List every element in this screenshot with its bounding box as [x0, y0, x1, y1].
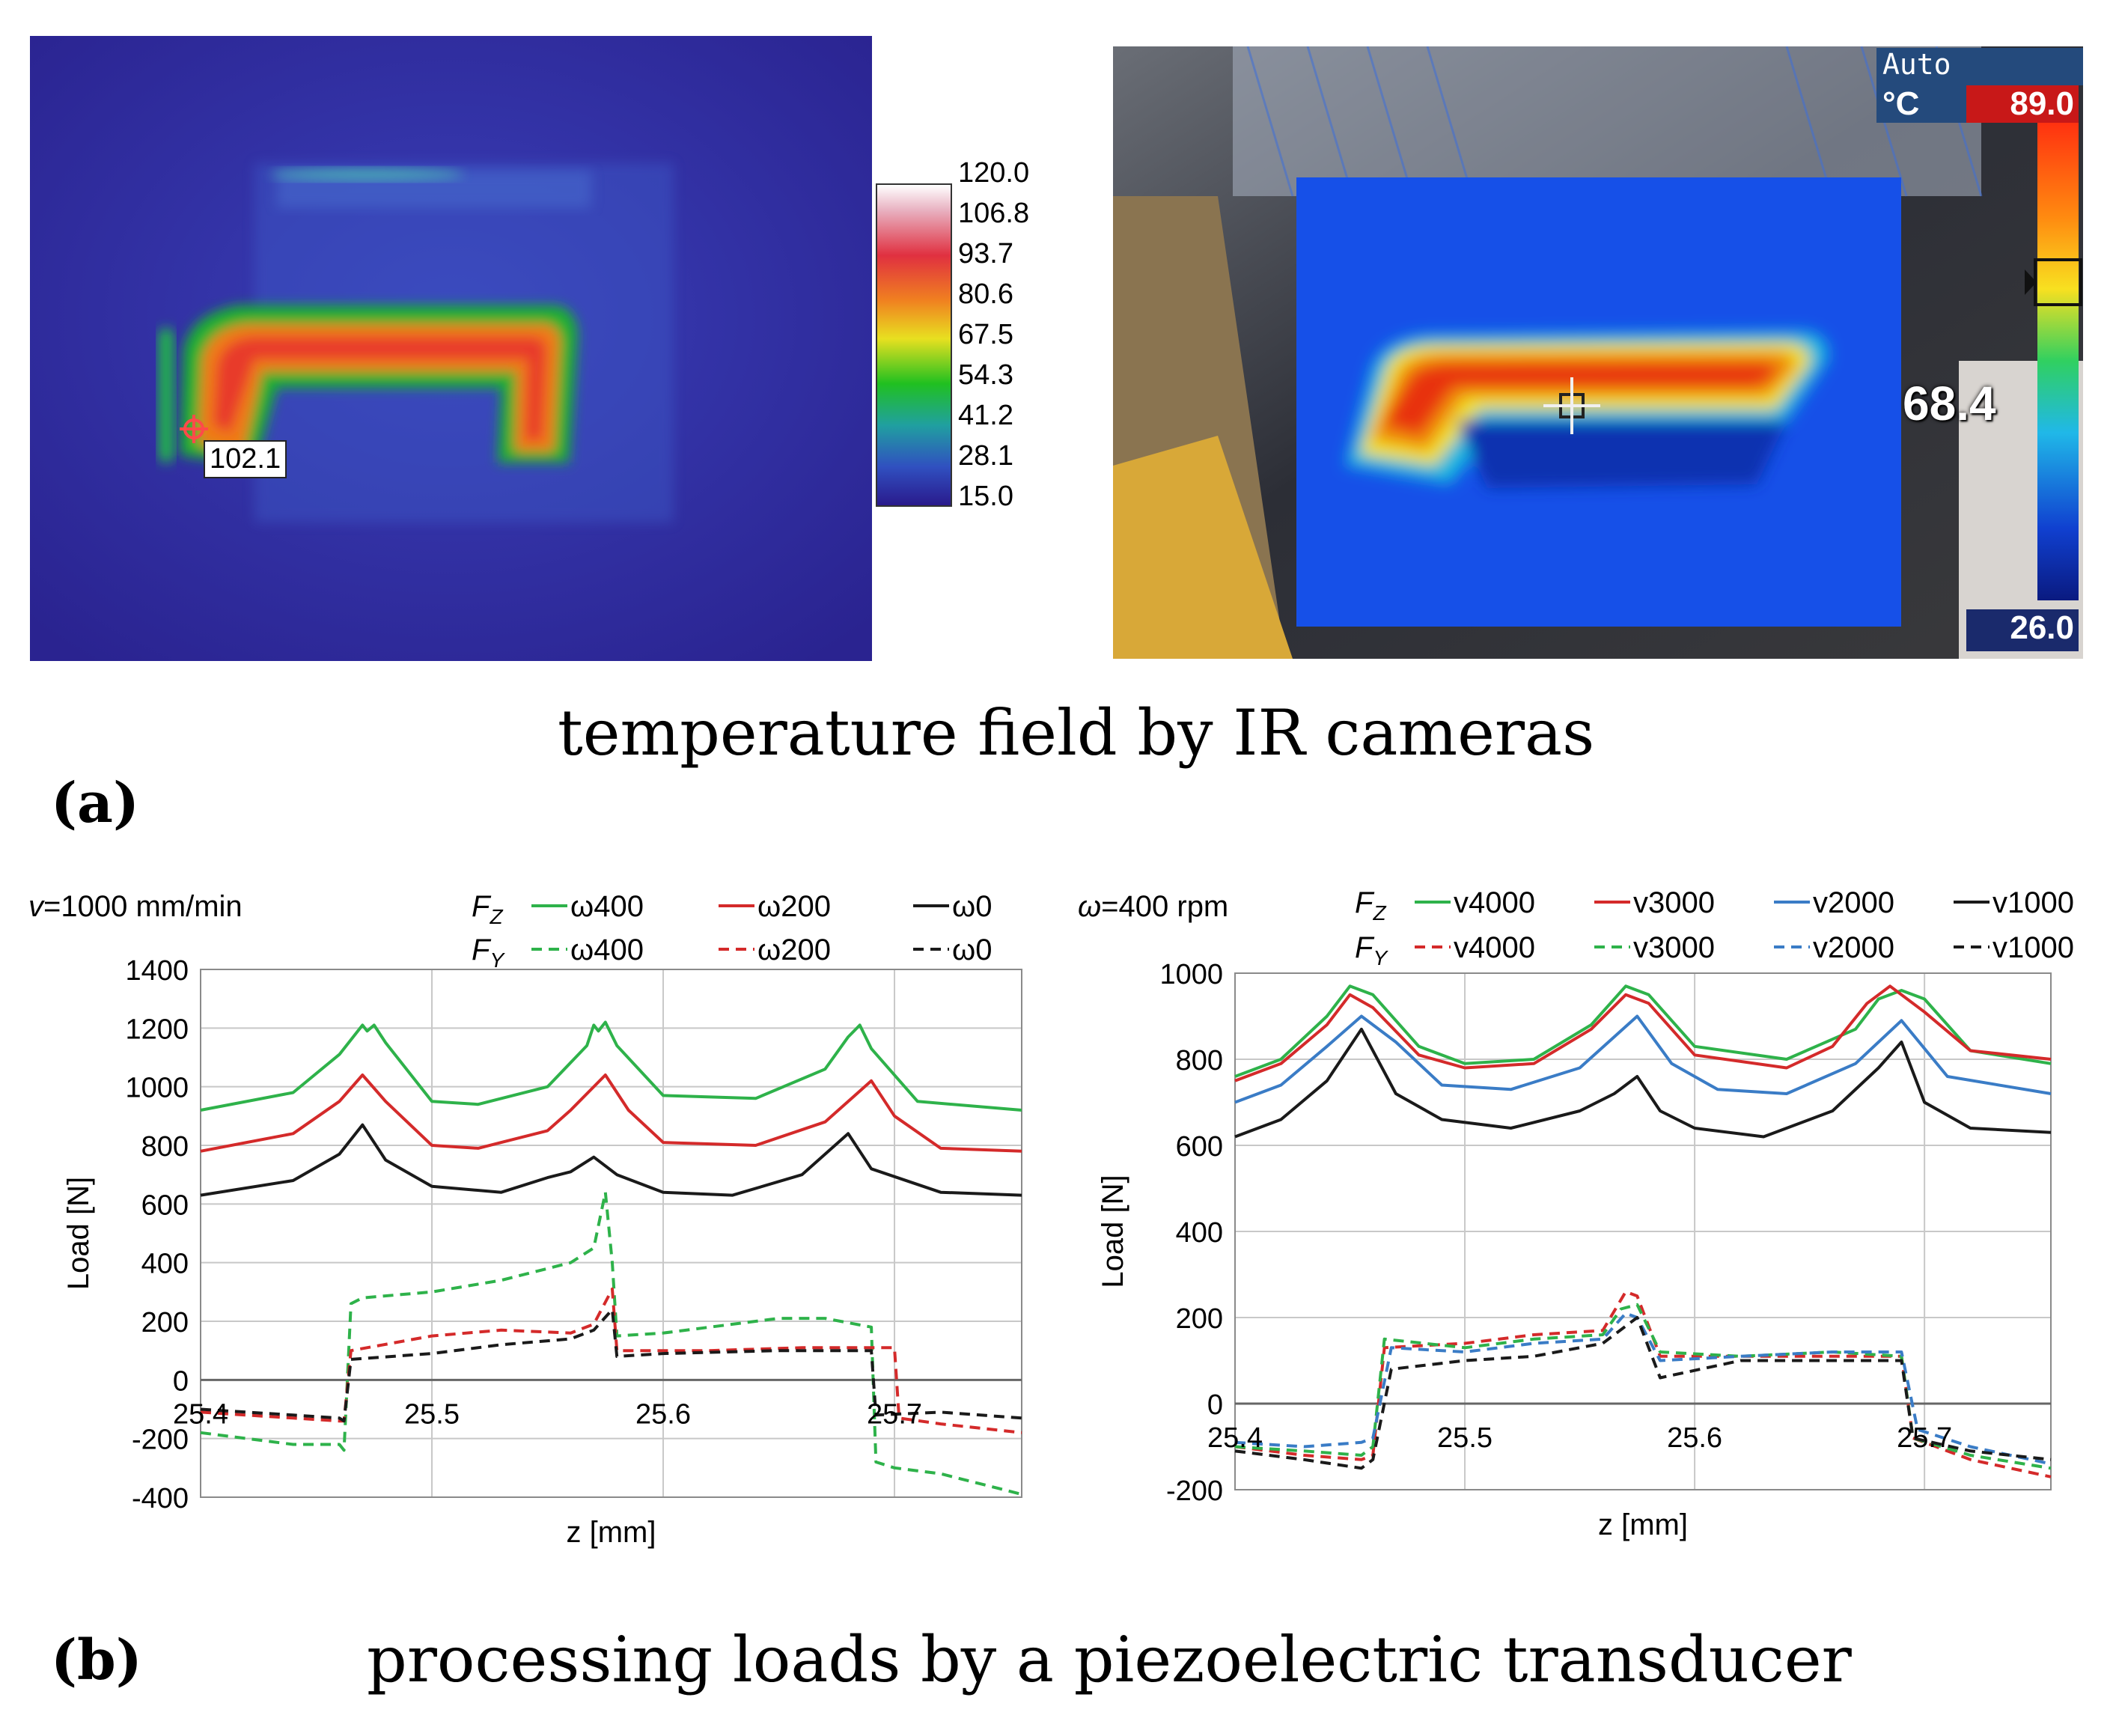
- ir-right-level-marker: [2025, 269, 2037, 295]
- x-tick-label: 25.6: [635, 1398, 691, 1430]
- legend-label: v4000: [1454, 931, 1535, 964]
- caption-a: temperature field by IR cameras: [558, 696, 1595, 770]
- x-tick-label: 25.7: [867, 1398, 922, 1430]
- legend-fy-symbol: FY: [1355, 931, 1388, 969]
- y-tick-label: 0: [1207, 1389, 1223, 1421]
- y-axis-label: Load [N]: [62, 1177, 95, 1290]
- ir-left-hot-part: [180, 305, 578, 466]
- ir-left-scale-labels: 120.0 106.8 93.7 80.6 67.5 54.3 41.2 28.1 15.0: [958, 157, 1078, 524]
- x-tick-label: 25.4: [173, 1398, 228, 1430]
- series-line: [1234, 1014, 2052, 1104]
- series-line: [200, 1190, 1022, 1496]
- load-chart-1: 1400 1200 1000 800 600 400 200 0 -200 -400 25.4 25.…: [0, 861, 1063, 1557]
- ir-left-crosshair: [180, 415, 208, 443]
- y-tick-label: 200: [1176, 1303, 1223, 1335]
- series-line: [1234, 984, 2052, 1078]
- ir-right-mode: Auto: [1876, 48, 2083, 85]
- ir-image-left: 102.1: [30, 36, 872, 661]
- y-tick-label: -400: [132, 1483, 189, 1514]
- legend-label: v2000: [1813, 886, 1894, 919]
- colorbar-tick-label: 15.0: [958, 481, 1013, 512]
- ir-left-marker-value: 102.1: [204, 440, 287, 478]
- colorbar-tick-label: 80.6: [958, 278, 1013, 310]
- series-line: [1234, 1027, 2052, 1139]
- legend-label: ω0: [952, 890, 992, 923]
- label-a: (a): [51, 771, 139, 835]
- x-tick-label: 25.4: [1207, 1422, 1263, 1454]
- legend-label: v4000: [1454, 886, 1535, 919]
- ir-image-right: Auto °C 89.0 68.4 26.0: [1113, 46, 2083, 659]
- colorbar-tick-label: 93.7: [958, 238, 1013, 269]
- condition-label: v=1000 mm/min: [28, 890, 243, 923]
- x-tick-label: 25.5: [404, 1398, 460, 1430]
- legend-label: v2000: [1813, 931, 1894, 964]
- x-tick-label: 25.6: [1667, 1422, 1722, 1454]
- x-tick-label: 25.5: [1437, 1422, 1493, 1454]
- y-axis-label: Load [N]: [1097, 1175, 1129, 1288]
- colorbar-tick-label: 41.2: [958, 400, 1013, 431]
- ir-right-thermal-window: [1296, 177, 1901, 627]
- legend-fz-symbol: FZ: [472, 890, 503, 928]
- series-line: [1234, 1316, 2052, 1470]
- legend-fz-symbol: FZ: [1355, 886, 1386, 925]
- condition-label: ω=400 rpm: [1078, 890, 1228, 923]
- y-tick-label: 0: [173, 1365, 189, 1397]
- y-tick-label: 1000: [1159, 959, 1223, 990]
- series-line: [1234, 1303, 2052, 1470]
- chart-grid: [1234, 972, 2051, 1490]
- legend-label: v3000: [1633, 931, 1715, 964]
- ir-right-unit: °C: [1876, 85, 1972, 123]
- colorbar-tick-label: 67.5: [958, 319, 1013, 350]
- y-tick-label: -200: [132, 1425, 189, 1456]
- caption-b: processing loads by a piezoelectric tran…: [367, 1623, 1852, 1696]
- y-tick-label: 400: [141, 1249, 189, 1280]
- colorbar-tick-label: 120.0: [958, 157, 1030, 189]
- colorbar-tick-label: 28.1: [958, 440, 1013, 472]
- y-tick-label: 1400: [125, 955, 189, 987]
- load-chart-2-plot: 1000 800 600 400 200 0 -200 25.4 25.5 25.6 25.7 z […: [1078, 886, 2074, 1541]
- load-chart-2: 1000 800 600 400 200 0 -200 25.4 25.5 25.6 25.7 z […: [1063, 861, 2111, 1557]
- colorbar-tick-label: 106.8: [958, 198, 1030, 229]
- ir-right-spot-value: 68.4: [1903, 377, 1996, 430]
- legend-label: v3000: [1633, 886, 1715, 919]
- plot-frame: [1234, 972, 2052, 1490]
- ir-left-colorbar: [876, 183, 952, 507]
- y-tick-label: 1200: [125, 1014, 189, 1045]
- y-tick-label: 1000: [125, 1073, 189, 1104]
- series-line: [200, 1020, 1022, 1112]
- colorbar-tick-label: 54.3: [958, 359, 1013, 391]
- legend-label: ω200: [757, 890, 831, 923]
- ir-thermal-right: [1113, 46, 2083, 659]
- legend-label: v1000: [1992, 886, 2074, 919]
- legend-label: ω400: [570, 890, 644, 923]
- legend-label: ω200: [757, 934, 831, 966]
- label-b: (b): [51, 1628, 142, 1693]
- ir-right-crosshair: [1543, 377, 1600, 434]
- ir-right-colorbar: [2037, 121, 2079, 600]
- y-tick-label: 200: [141, 1307, 189, 1338]
- y-tick-label: 400: [1176, 1217, 1223, 1249]
- legend-label: v1000: [1992, 931, 2074, 964]
- series-line: [200, 1308, 1022, 1423]
- series-line: [200, 1073, 1022, 1153]
- x-axis-label: z [mm]: [567, 1516, 656, 1549]
- series-line: [200, 1123, 1022, 1197]
- plot-frame: [200, 969, 1022, 1498]
- y-tick-label: 800: [141, 1131, 189, 1163]
- y-tick-label: 600: [1176, 1131, 1223, 1163]
- series-line: [1234, 984, 2052, 1082]
- x-axis-label: z [mm]: [1598, 1508, 1688, 1541]
- legend-fy-symbol: FY: [472, 934, 505, 972]
- ir-thermal-left: [30, 36, 872, 661]
- ir-right-min-value: 26.0: [1966, 609, 2079, 651]
- load-chart-1-plot: 1400 1200 1000 800 600 400 200 0 -200 -400 25.4 25.…: [28, 890, 1022, 1549]
- ir-right-max-value: 89.0: [1966, 85, 2079, 123]
- y-tick-label: -200: [1166, 1475, 1223, 1507]
- legend-label: ω400: [570, 934, 644, 966]
- x-tick-label: 25.7: [1897, 1422, 1952, 1454]
- legend-label: ω0: [952, 934, 992, 966]
- y-tick-label: 600: [141, 1190, 189, 1221]
- y-tick-label: 800: [1176, 1045, 1223, 1076]
